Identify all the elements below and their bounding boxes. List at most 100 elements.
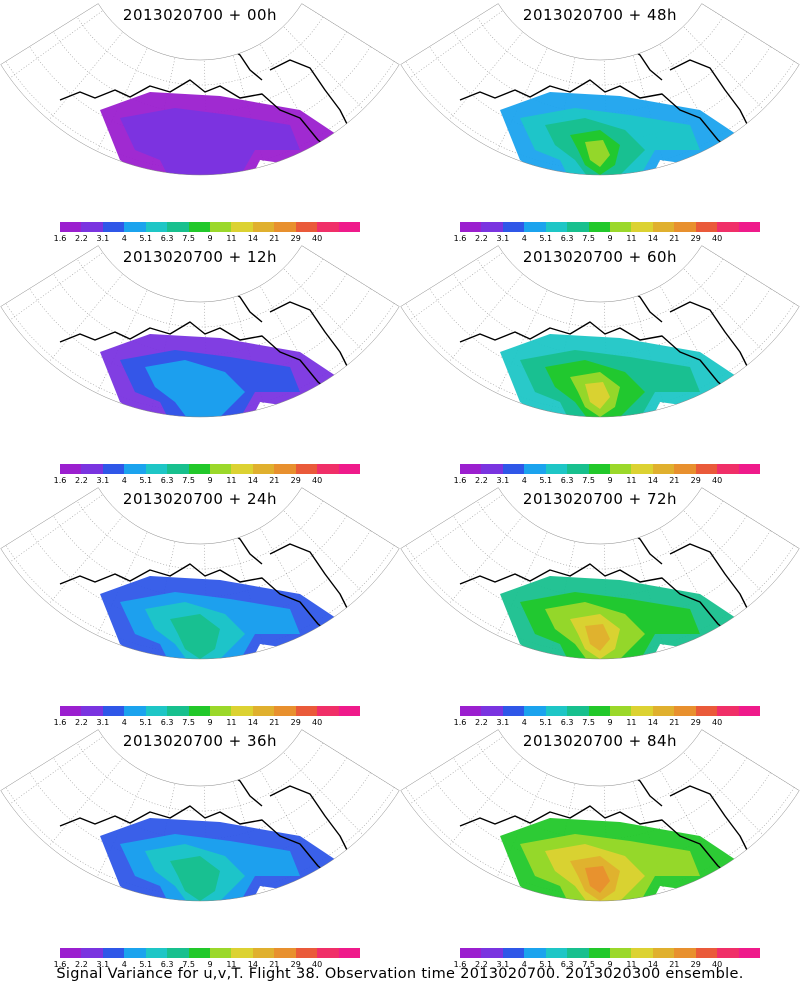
colorbar-swatch (60, 222, 82, 232)
colorbar-swatch (695, 948, 718, 958)
colorbar-label: 29 (290, 234, 301, 243)
colorbar-label: 29 (690, 234, 701, 243)
colorbar-swatch (545, 464, 568, 474)
colorbar-label: 5.1 (139, 960, 153, 969)
panel-title: 2013020700 + 48h (522, 6, 678, 24)
colorbar-label: 1.6 (53, 718, 67, 727)
colorbar: 1.6 2.2 3.1 4 5.1 6.3 7.5 9 11 14 21 29 40 (54, 706, 362, 730)
colorbar-swatch (695, 464, 718, 474)
colorbar-swatch (338, 706, 361, 716)
colorbar-label: 29 (290, 476, 301, 485)
colorbar-swatch (188, 464, 211, 474)
colorbar-label: 40 (312, 960, 323, 969)
colorbar-swatch (102, 464, 125, 474)
colorbar-label: 9 (607, 476, 613, 485)
colorbar-swatch (567, 948, 590, 958)
colorbar-label: 4 (121, 960, 127, 969)
colorbar-label: 4 (521, 234, 527, 243)
colorbar-swatch (338, 464, 361, 474)
figure-caption: Signal Variance for u,v,T. Flight 38. Ob… (56, 966, 744, 982)
variance-contour (170, 856, 220, 901)
colorbar-label: 4 (521, 960, 527, 969)
colorbar-swatch (695, 222, 718, 232)
colorbar-label: 2.2 (75, 960, 88, 969)
colorbar-swatch (124, 948, 147, 958)
colorbar-swatch (60, 464, 82, 474)
colorbar-swatch (145, 706, 168, 716)
colorbar-swatch (167, 222, 190, 232)
variance-map (400, 729, 800, 902)
colorbar-swatch (317, 706, 340, 716)
colorbar-label: 9 (607, 960, 613, 969)
colorbar-swatch (695, 706, 718, 716)
colorbar-label: 2.2 (475, 960, 488, 969)
colorbar-label: 11 (226, 476, 237, 485)
colorbar-label: 21 (669, 234, 680, 243)
colorbar-label: 14 (247, 234, 258, 243)
colorbar-label: 29 (690, 718, 701, 727)
colorbar-swatch (231, 706, 254, 716)
colorbar-swatch (167, 464, 190, 474)
colorbar-swatch (524, 464, 547, 474)
colorbar-label: 21 (269, 960, 280, 969)
colorbar-swatch (210, 464, 232, 474)
colorbar-label: 3.1 (96, 476, 110, 485)
colorbar-swatch (610, 706, 632, 716)
colorbar-swatch (631, 948, 654, 958)
colorbar-swatch (545, 706, 568, 716)
colorbar-label: 4 (521, 476, 527, 485)
colorbar-label: 9 (207, 718, 213, 727)
colorbar-label: 1.6 (453, 960, 467, 969)
colorbar-label: 6.3 (560, 960, 574, 969)
panel-title: 2013020700 + 24h (122, 490, 278, 508)
colorbar-swatch (210, 706, 232, 716)
map-panel: 2013020700 + 72h 1.6 2.2 3.1 4 5.1 6.3 7.5 9 11 14… (400, 484, 800, 727)
colorbar-swatch (102, 706, 125, 716)
colorbar-swatch (102, 222, 125, 232)
colorbar-swatch (145, 464, 168, 474)
colorbar-label: 3.1 (496, 476, 510, 485)
colorbar-label: 3.1 (496, 718, 510, 727)
colorbar-label: 40 (312, 476, 323, 485)
colorbar-swatch (295, 706, 318, 716)
colorbar-label: 9 (607, 718, 613, 727)
colorbar-swatch (738, 948, 761, 958)
colorbar-swatch (674, 706, 697, 716)
colorbar: 1.6 2.2 3.1 4 5.1 6.3 7.5 9 11 14 21 29 40 (454, 222, 762, 246)
colorbar-label: 6.3 (160, 234, 174, 243)
colorbar-label: 9 (607, 234, 613, 243)
variance-contour (585, 140, 610, 167)
colorbar-label: 5.1 (539, 718, 553, 727)
colorbar-label: 2.2 (75, 234, 88, 243)
colorbar-swatch (481, 464, 504, 474)
colorbar-swatch (317, 948, 340, 958)
colorbar-swatch (338, 948, 361, 958)
variance-map (0, 245, 400, 418)
colorbar-label: 11 (626, 960, 637, 969)
colorbar-swatch (81, 464, 104, 474)
colorbar-label: 21 (269, 234, 280, 243)
colorbar-label: 1.6 (53, 960, 67, 969)
panel-title: 2013020700 + 00h (122, 6, 278, 24)
variance-map (0, 3, 400, 176)
variance-contour (585, 624, 610, 651)
colorbar-swatch (502, 464, 525, 474)
colorbar-swatch (502, 222, 525, 232)
colorbar-swatch (252, 222, 275, 232)
colorbar: 1.6 2.2 3.1 4 5.1 6.3 7.5 9 11 14 21 29 40 (54, 464, 362, 488)
colorbar-label: 40 (712, 234, 723, 243)
colorbar-label: 4 (121, 234, 127, 243)
colorbar-swatch (674, 222, 697, 232)
colorbar-label: 7.5 (582, 234, 595, 243)
colorbar-swatch (295, 222, 318, 232)
colorbar-label: 1.6 (453, 476, 467, 485)
colorbar-swatch (652, 464, 675, 474)
colorbar: 1.6 2.2 3.1 4 5.1 6.3 7.5 9 11 14 21 29 40 (454, 948, 762, 972)
colorbar-label: 29 (290, 960, 301, 969)
colorbar-swatch (252, 948, 275, 958)
colorbar-label: 5.1 (139, 718, 153, 727)
panel-title: 2013020700 + 60h (522, 248, 678, 266)
colorbar-label: 11 (626, 718, 637, 727)
colorbar-swatch (717, 948, 740, 958)
colorbar-label: 9 (207, 234, 213, 243)
